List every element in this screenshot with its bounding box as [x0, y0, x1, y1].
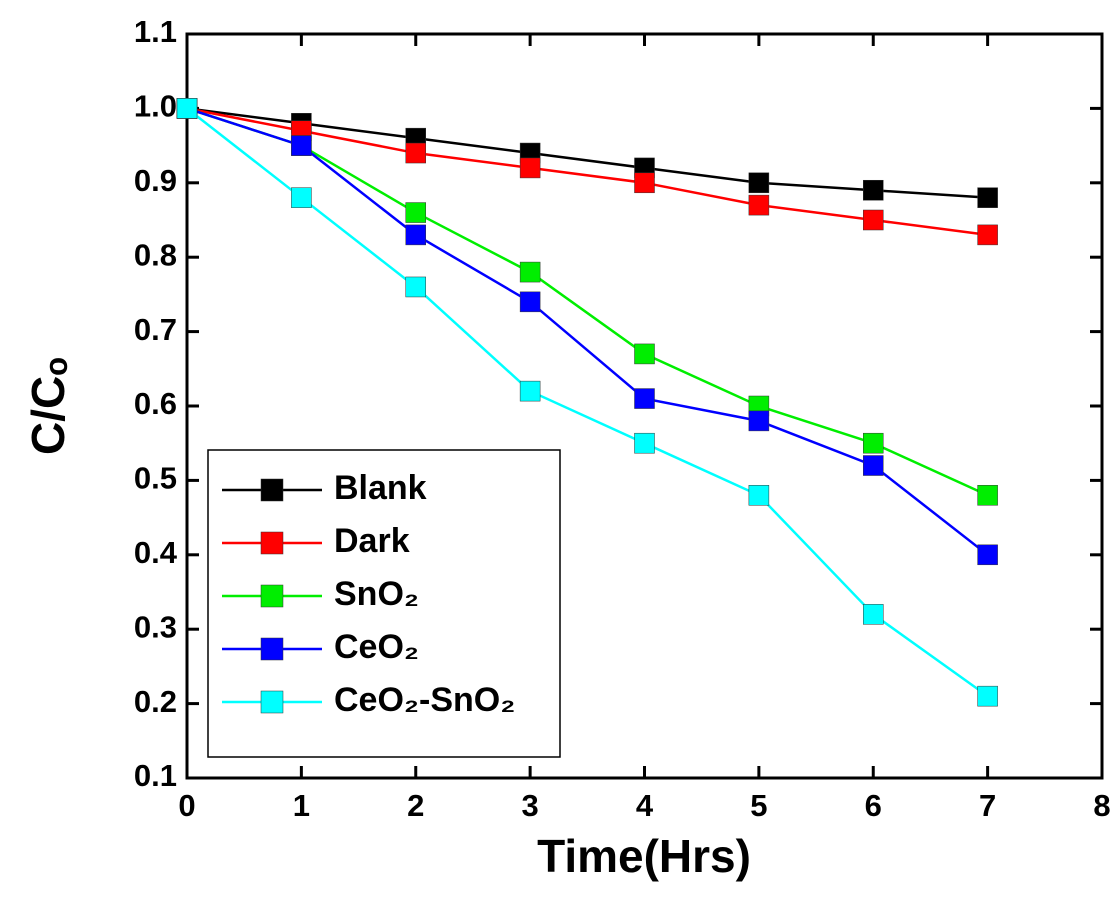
x-tick-label: 4	[636, 788, 654, 823]
series-line	[186, 107, 989, 556]
x-tick-label: 0	[178, 788, 195, 823]
marker	[405, 142, 426, 164]
marker	[519, 380, 541, 402]
y-tick-label: 0.5	[134, 461, 177, 496]
marker	[519, 291, 541, 313]
legend-marker	[260, 637, 284, 661]
marker	[863, 455, 884, 476]
marker	[863, 179, 884, 201]
y-tick-label: 0.2	[134, 684, 177, 719]
marker	[863, 432, 884, 454]
marker	[291, 135, 312, 156]
y-tick-label: 0.1	[134, 758, 177, 793]
marker	[748, 194, 770, 216]
marker	[405, 276, 426, 298]
y-tick-label: 0.3	[134, 609, 177, 644]
series-line	[186, 107, 989, 698]
marker	[977, 224, 998, 246]
legend-label: Dark	[334, 522, 410, 560]
marker	[748, 485, 770, 506]
marker	[634, 343, 655, 365]
marker	[291, 187, 312, 208]
marker	[977, 544, 998, 566]
marker	[405, 224, 426, 246]
series-line	[186, 107, 988, 237]
marker	[519, 157, 541, 179]
x-tick-label: 5	[750, 788, 767, 823]
marker	[748, 172, 770, 194]
marker	[634, 172, 655, 194]
x-tick-label: 7	[979, 788, 996, 823]
marker	[748, 410, 770, 432]
x-tick-label: 2	[407, 788, 424, 823]
x-tick-label: 8	[1093, 788, 1110, 823]
marker	[405, 202, 426, 223]
plot-frame	[185, 32, 1104, 780]
legend-marker	[260, 531, 284, 555]
legend-label: CeO₂-SnO₂	[334, 681, 515, 719]
marker	[176, 98, 198, 119]
legend-marker	[260, 584, 284, 608]
y-tick-label: 0.7	[134, 312, 177, 347]
x-tick-label: 6	[865, 788, 882, 823]
y-tick-label: 1.0	[134, 89, 177, 124]
legend-marker	[260, 690, 284, 714]
legend-label: SnO₂	[334, 575, 419, 613]
marker	[977, 485, 998, 506]
y-axis-title: C/Cₒ	[22, 357, 74, 455]
marker	[634, 432, 655, 454]
marker	[977, 685, 998, 707]
legend-label: CeO₂	[334, 628, 419, 666]
y-tick-label: 1.1	[134, 14, 177, 49]
x-tick-label: 3	[522, 788, 539, 823]
x-axis-title: Time(Hrs)	[537, 830, 751, 882]
marker	[519, 261, 541, 283]
y-tick-label: 0.9	[134, 163, 177, 198]
marker	[863, 209, 884, 231]
y-tick-label: 0.4	[134, 535, 178, 570]
y-tick-label: 0.8	[134, 237, 177, 272]
series-line	[186, 107, 989, 497]
legend-marker	[260, 478, 284, 502]
legend-label: Blank	[334, 469, 427, 507]
marker	[634, 388, 655, 409]
y-tick-label: 0.6	[134, 386, 177, 421]
series-line	[186, 107, 988, 199]
x-tick-label: 1	[293, 788, 310, 823]
marker	[863, 604, 884, 625]
marker	[977, 187, 998, 208]
